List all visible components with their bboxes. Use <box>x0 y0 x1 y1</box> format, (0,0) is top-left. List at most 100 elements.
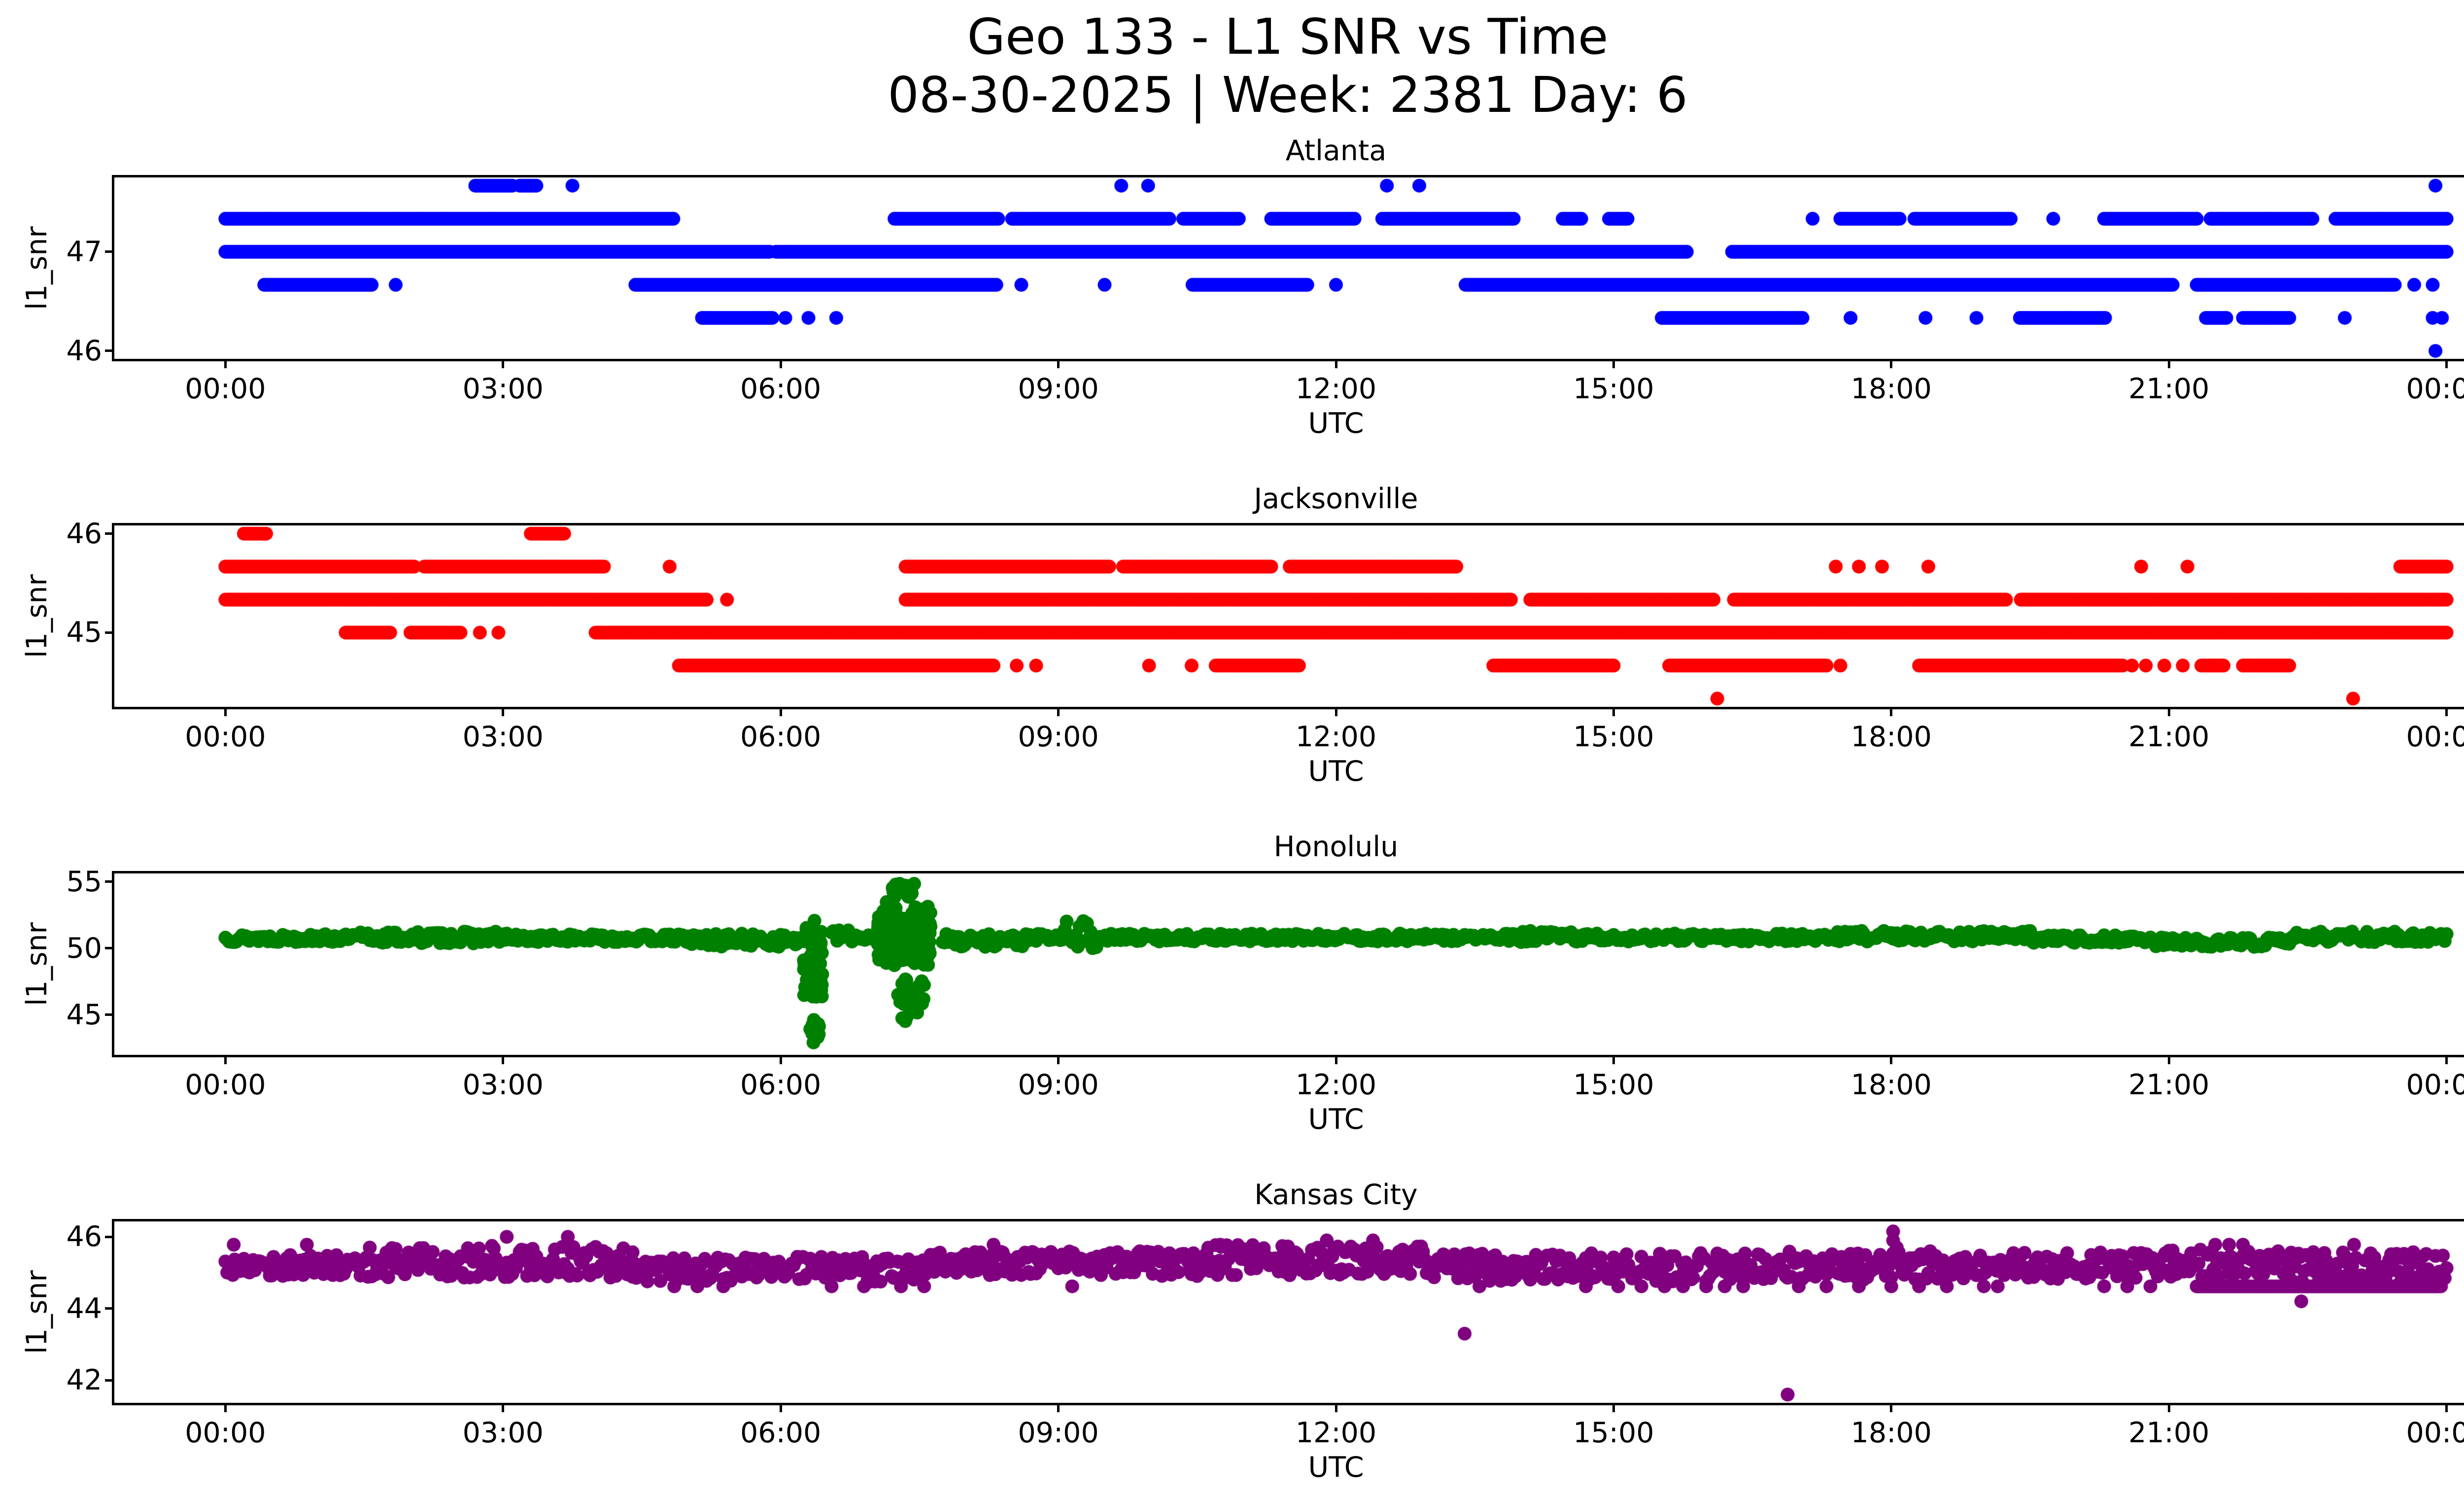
x-tick-label: 00:00 <box>185 373 266 405</box>
x-tick-mark <box>502 361 505 368</box>
x-tick-label: 21:00 <box>2128 1069 2210 1101</box>
y-tick-mark <box>105 1013 112 1016</box>
subplot-title: Atlanta <box>1285 135 1387 167</box>
x-tick-mark <box>502 1057 505 1064</box>
x-tick-mark <box>2167 361 2170 368</box>
y-tick-label: 46 <box>66 1220 102 1253</box>
x-tick-label: 03:00 <box>462 721 544 753</box>
x-tick-mark <box>1890 1405 1893 1412</box>
x-tick-mark <box>1890 709 1893 716</box>
y-tick-label: 42 <box>66 1364 102 1397</box>
y-tick-label: 46 <box>66 334 102 367</box>
x-tick-mark <box>224 1405 227 1412</box>
scatter-canvas <box>114 525 2464 707</box>
x-tick-label: 06:00 <box>740 373 821 405</box>
y-tick-label: 50 <box>66 932 102 965</box>
x-tick-mark <box>1890 361 1893 368</box>
x-tick-label: 00:00 <box>2406 721 2464 753</box>
x-tick-mark <box>779 709 782 716</box>
x-tick-mark <box>1335 361 1337 368</box>
x-tick-mark <box>1057 709 1060 716</box>
subplot-jacksonville: Jacksonville l1_snr UTC 00:00 03:00 06:00 0… <box>21 484 2464 786</box>
x-tick-mark <box>502 1405 505 1412</box>
figure-title-line1: Geo 133 - L1 SNR vs Time <box>967 8 1608 66</box>
x-tick-label: 00:00 <box>185 1417 266 1449</box>
x-tick-mark <box>2445 709 2448 716</box>
x-tick-label: 12:00 <box>1295 1417 1377 1449</box>
x-tick-mark <box>2167 1405 2170 1412</box>
x-tick-label: 00:00 <box>185 721 266 753</box>
y-tick-label: 45 <box>66 616 102 649</box>
scatter-canvas <box>114 1221 2464 1403</box>
x-tick-mark <box>1057 1057 1060 1064</box>
x-tick-mark <box>2445 1057 2448 1064</box>
x-tick-label: 15:00 <box>1573 1069 1654 1101</box>
x-tick-mark <box>1890 1057 1893 1064</box>
x-tick-mark <box>1612 1057 1615 1064</box>
y-tick-label: 46 <box>66 517 102 550</box>
x-tick-label: 06:00 <box>740 1417 821 1449</box>
x-tick-label: 15:00 <box>1573 373 1654 405</box>
y-tick-mark <box>105 1307 112 1310</box>
x-tick-label: 15:00 <box>1573 1417 1654 1449</box>
x-tick-label: 00:00 <box>2406 1069 2464 1101</box>
x-tick-label: 18:00 <box>1850 721 1932 753</box>
x-tick-label: 00:00 <box>2406 373 2464 405</box>
x-tick-mark <box>2445 361 2448 368</box>
x-axis-label: UTC <box>1308 407 1364 440</box>
subplot-title: Honolulu <box>1273 831 1399 863</box>
x-axis-label: UTC <box>1308 755 1364 788</box>
subplot-atlanta: Atlanta l1_snr UTC 00:00 03:00 06:00 09:00 1… <box>21 136 2464 438</box>
x-tick-mark <box>1057 1405 1060 1412</box>
figure-title: Geo 133 - L1 SNR vs Time 08-30-2025 | We… <box>0 8 2464 124</box>
y-tick-label: 45 <box>66 998 102 1031</box>
plot-area <box>112 523 2464 709</box>
x-tick-label: 06:00 <box>740 721 821 753</box>
x-tick-mark <box>1612 361 1615 368</box>
x-tick-mark <box>2167 709 2170 716</box>
plot-area <box>112 1219 2464 1405</box>
x-tick-label: 03:00 <box>462 1417 544 1449</box>
scatter-canvas <box>114 177 2464 359</box>
x-axis-label: UTC <box>1308 1103 1364 1136</box>
x-tick-label: 18:00 <box>1850 1069 1932 1101</box>
x-axis-label: UTC <box>1308 1451 1364 1484</box>
x-tick-label: 03:00 <box>462 373 544 405</box>
x-tick-mark <box>1612 1405 1615 1412</box>
plot-area <box>112 871 2464 1057</box>
x-tick-label: 15:00 <box>1573 721 1654 753</box>
y-tick-label: 55 <box>66 865 102 898</box>
x-tick-label: 06:00 <box>740 1069 821 1101</box>
x-tick-label: 12:00 <box>1295 721 1377 753</box>
y-tick-mark <box>105 250 112 253</box>
subplot-title: Jacksonville <box>1254 483 1418 515</box>
x-tick-label: 09:00 <box>1018 1069 1099 1101</box>
x-tick-mark <box>1612 709 1615 716</box>
y-tick-mark <box>105 880 112 883</box>
y-tick-mark <box>105 631 112 634</box>
subplot-title: Kansas City <box>1254 1179 1418 1211</box>
x-tick-label: 09:00 <box>1018 373 1099 405</box>
figure-title-line2: 08-30-2025 | Week: 2381 Day: 6 <box>888 66 1688 124</box>
x-tick-mark <box>1335 1057 1337 1064</box>
x-tick-mark <box>1335 1405 1337 1412</box>
x-tick-mark <box>779 1057 782 1064</box>
x-tick-label: 00:00 <box>185 1069 266 1101</box>
x-tick-mark <box>1057 361 1060 368</box>
x-tick-label: 12:00 <box>1295 1069 1377 1101</box>
y-tick-mark <box>105 1379 112 1382</box>
y-tick-label: 47 <box>66 235 102 268</box>
x-tick-label: 12:00 <box>1295 373 1377 405</box>
x-tick-mark <box>2167 1057 2170 1064</box>
y-tick-mark <box>105 532 112 535</box>
x-tick-label: 18:00 <box>1850 373 1932 405</box>
y-tick-mark <box>105 349 112 352</box>
x-tick-mark <box>224 1057 227 1064</box>
x-tick-mark <box>224 709 227 716</box>
x-tick-mark <box>224 361 227 368</box>
y-tick-label: 44 <box>66 1292 102 1325</box>
subplot-kansas-city: Kansas City l1_snr UTC 00:00 03:00 06:00 09… <box>21 1180 2464 1482</box>
x-tick-label: 21:00 <box>2128 721 2210 753</box>
x-tick-label: 00:00 <box>2406 1417 2464 1449</box>
